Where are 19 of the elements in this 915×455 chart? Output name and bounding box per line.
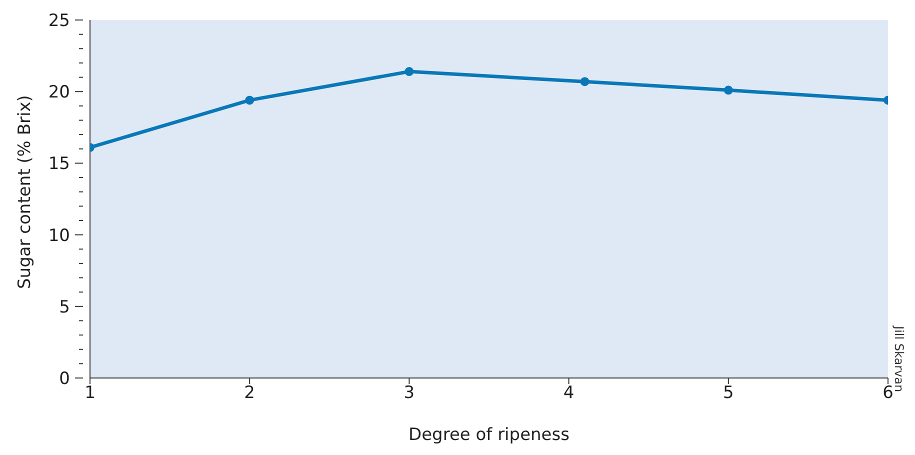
text: Jill Skarvan (892, 326, 906, 392)
point (724, 86, 733, 95)
y-tick-label: 0 (59, 369, 70, 389)
x-tick-label: 3 (404, 383, 415, 404)
x-axis-title: Degree of ripeness (408, 425, 570, 445)
point (245, 96, 254, 105)
x-tick-label: 4 (563, 383, 574, 404)
y-tick-label: 15 (48, 154, 70, 174)
x-tick-label: 5 (722, 383, 734, 404)
y-tick-label: 25 (48, 11, 70, 31)
point (580, 77, 590, 86)
y-tick-label: 20 (48, 82, 70, 103)
y-axis-title: Sugar content (% Brix) (15, 95, 36, 289)
y-tick-label: 10 (48, 226, 70, 246)
y-tick-label: 5 (59, 297, 70, 318)
x-tick-label: 1 (84, 383, 96, 404)
x-tick-label: 6 (882, 383, 894, 404)
x-tick-label: 2 (244, 383, 256, 404)
point (404, 67, 414, 76)
